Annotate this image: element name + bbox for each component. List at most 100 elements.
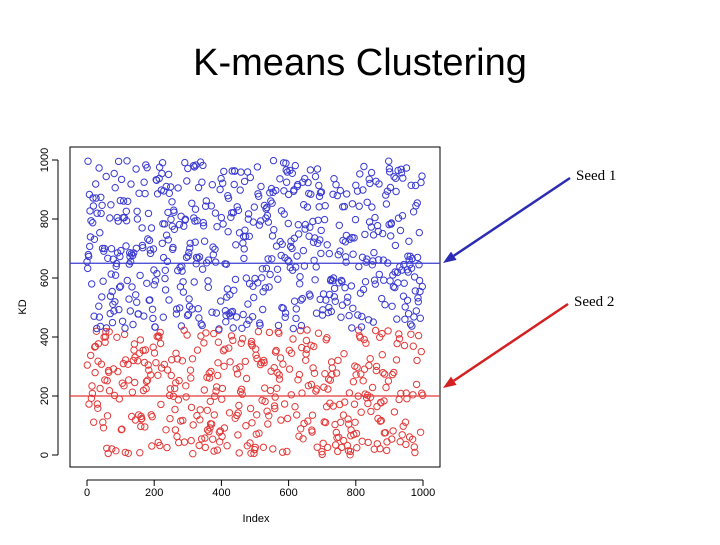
data-point: [232, 313, 241, 321]
data-point: [143, 279, 151, 287]
data-point: [248, 313, 257, 321]
data-point: [149, 245, 158, 253]
data-point: [97, 209, 105, 218]
data-point: [211, 209, 220, 217]
data-point: [175, 376, 183, 385]
data-point: [383, 446, 391, 455]
data-point: [346, 451, 354, 459]
data-point: [354, 311, 362, 319]
data-point: [363, 198, 371, 207]
data-point: [197, 435, 206, 443]
data-point: [329, 190, 337, 199]
data-point: [182, 253, 191, 262]
data-point: [317, 188, 326, 196]
data-point: [297, 425, 305, 433]
data-point: [209, 435, 217, 443]
data-point: [259, 443, 268, 451]
data-point: [397, 169, 406, 177]
data-point: [362, 339, 370, 347]
data-point: [90, 235, 99, 244]
data-point: [310, 369, 319, 377]
data-point: [272, 346, 280, 355]
data-point: [346, 235, 354, 243]
data-point: [108, 445, 116, 453]
arrow-1-head: [443, 251, 457, 263]
data-point: [355, 262, 363, 271]
y-tick-label: 0: [39, 452, 51, 458]
data-point: [144, 209, 153, 218]
data-point: [303, 203, 312, 211]
data-point: [225, 409, 234, 417]
data-point: [125, 295, 133, 303]
data-point: [271, 393, 279, 401]
data-point: [312, 309, 321, 317]
data-point: [283, 414, 292, 423]
data-point: [243, 320, 251, 328]
data-point: [392, 187, 400, 196]
data-point: [255, 429, 263, 437]
data-point: [374, 227, 382, 236]
data-point: [207, 367, 215, 376]
data-point: [121, 448, 130, 457]
data-point: [359, 186, 367, 194]
data-point: [311, 172, 320, 181]
data-point: [214, 338, 223, 346]
data-point: [106, 309, 114, 318]
data-point: [277, 416, 285, 424]
data-point: [111, 298, 119, 306]
data-point: [403, 296, 412, 304]
data-point: [336, 247, 344, 255]
data-point: [182, 382, 190, 390]
data-point: [232, 365, 240, 373]
data-point: [392, 174, 400, 183]
data-point: [104, 254, 112, 262]
data-point: [347, 282, 356, 290]
data-point: [174, 184, 182, 192]
data-point: [377, 416, 385, 425]
data-point: [399, 422, 407, 430]
data-point: [264, 420, 272, 428]
data-point: [258, 265, 267, 273]
data-point: [373, 221, 382, 230]
data-point: [281, 309, 290, 317]
data-point: [242, 274, 251, 282]
data-point: [246, 173, 255, 182]
data-point: [290, 297, 299, 305]
data-point: [241, 226, 249, 234]
data-point: [246, 439, 254, 447]
data-point: [289, 324, 297, 333]
data-point: [148, 442, 156, 450]
data-point: [217, 297, 225, 305]
data-point: [218, 384, 227, 393]
data-point: [411, 287, 419, 295]
data-point: [302, 356, 310, 364]
data-point: [348, 324, 356, 332]
data-point: [147, 224, 156, 232]
data-point: [284, 219, 292, 228]
x-axis-label: Index: [243, 513, 270, 525]
data-point: [108, 318, 117, 327]
data-point: [117, 246, 125, 255]
data-point: [210, 447, 218, 455]
data-point: [184, 252, 192, 260]
data-point: [371, 326, 380, 335]
data-point: [92, 327, 101, 335]
data-point: [126, 307, 135, 315]
data-point: [373, 440, 381, 448]
data-point: [352, 429, 361, 438]
data-point: [180, 222, 188, 230]
data-point: [273, 265, 282, 273]
data-point: [414, 298, 422, 306]
data-point: [205, 427, 213, 436]
data-point: [390, 173, 398, 181]
data-point: [308, 411, 317, 419]
data-point: [368, 261, 376, 269]
data-point: [282, 178, 291, 186]
data-point: [330, 293, 338, 301]
data-point: [296, 273, 304, 281]
plot-area: [69, 146, 441, 468]
data-point: [228, 307, 237, 316]
data-point: [161, 266, 170, 274]
data-point: [142, 384, 150, 393]
y-tick-label: 600: [39, 269, 51, 287]
